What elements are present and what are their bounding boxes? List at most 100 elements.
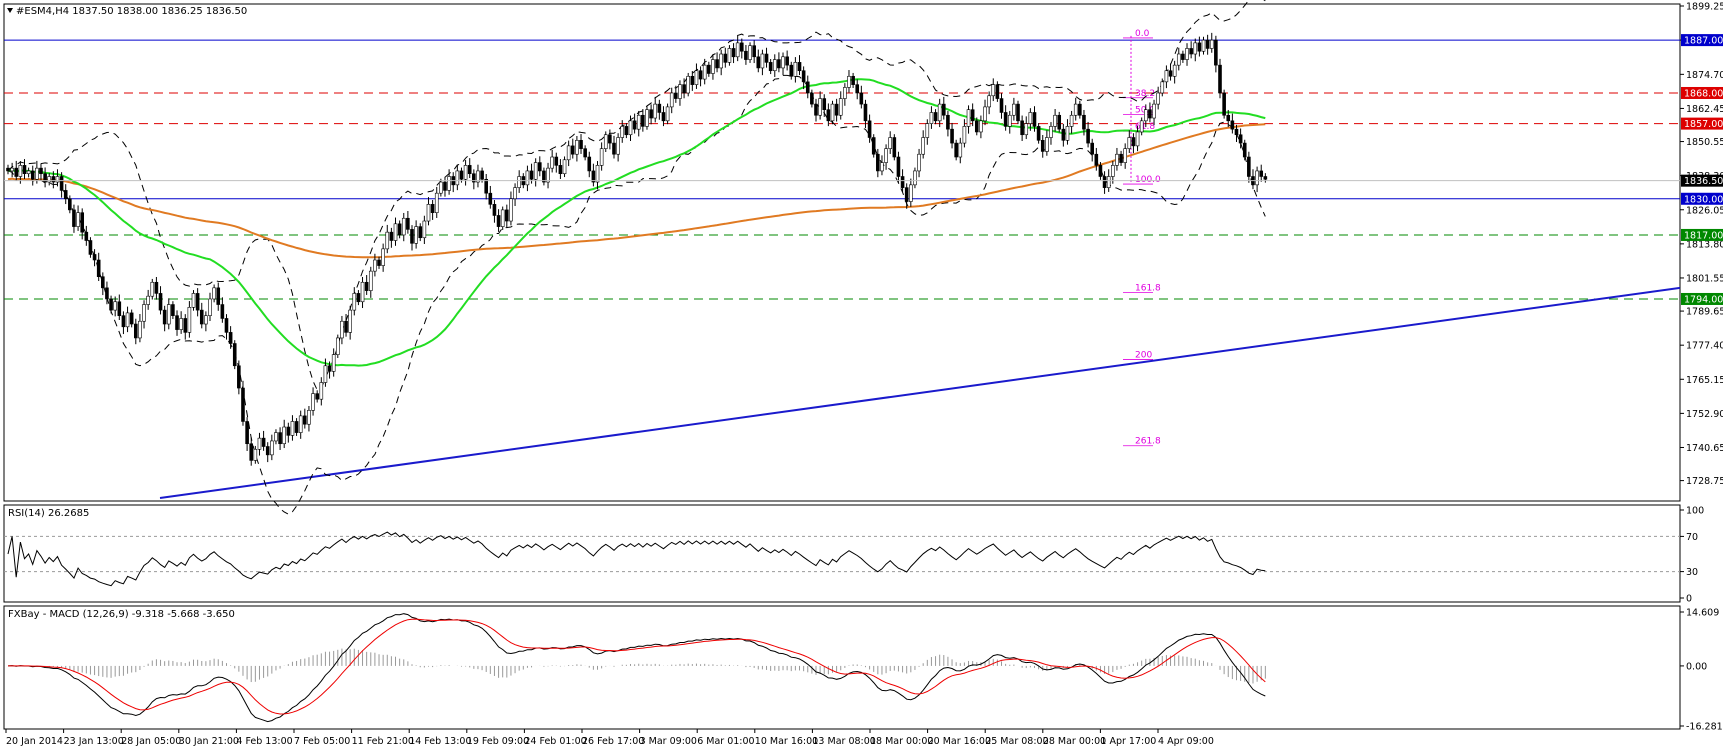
candle-body [496, 215, 501, 227]
candle-body [1119, 153, 1123, 163]
candle-body [125, 312, 130, 328]
candle-body [529, 170, 534, 180]
macd-line [7, 613, 1266, 723]
candle-body [892, 137, 897, 158]
candle-body [867, 120, 872, 138]
candle-body [406, 217, 410, 230]
candle-body [707, 64, 711, 74]
candle-body [443, 181, 447, 191]
candle-body [657, 103, 662, 113]
signal-line [8, 618, 1266, 715]
candle-body [55, 176, 60, 183]
candle-body [781, 56, 785, 69]
candle-body [397, 223, 402, 236]
candle-body [228, 332, 233, 344]
candle-body [10, 167, 14, 172]
candle-body [1205, 39, 1210, 49]
symbol-dropdown-icon[interactable] [7, 8, 13, 13]
candle-body [1156, 92, 1160, 105]
candle-body [175, 315, 179, 330]
rsi-panel-title: RSI(14) 26.2685 [8, 508, 89, 519]
candle-body [414, 226, 418, 244]
candle-body [995, 84, 1000, 99]
candle-body [987, 95, 991, 108]
candle-body [810, 92, 814, 105]
candle-body [129, 312, 134, 325]
macd-panel-frame[interactable] [3, 605, 1681, 730]
candle-body [59, 176, 64, 191]
price-panel-frame[interactable] [3, 3, 1681, 502]
candle-body [896, 156, 901, 177]
candle-body [1152, 103, 1156, 119]
candle-body [904, 187, 909, 202]
candle-body [674, 92, 678, 99]
candle-body [393, 223, 398, 241]
candle-body [331, 354, 336, 372]
candle-body [608, 134, 612, 144]
candle-body [1094, 153, 1099, 166]
candle-body [1160, 81, 1165, 94]
candle-body [274, 432, 278, 442]
candle-body [63, 190, 68, 200]
candle-body [356, 293, 361, 303]
candle-body [6, 167, 10, 172]
candle-body [344, 320, 348, 333]
candle-body [537, 162, 542, 172]
candle-body [991, 84, 996, 97]
candle-body [282, 426, 287, 445]
candle-body [303, 415, 307, 425]
candle-body [599, 148, 604, 166]
candle-body [1131, 137, 1136, 147]
candle-body [525, 170, 530, 186]
candle-body [595, 165, 600, 183]
fib-label: 100.0 [1135, 175, 1161, 185]
candle-body [360, 281, 365, 303]
candle-body [739, 42, 744, 52]
candle-body [937, 103, 942, 122]
time-tick-label: 20 Jan 2014 [6, 736, 63, 747]
candle-body [748, 45, 752, 60]
candle-body [925, 123, 930, 138]
candle-body [735, 42, 740, 58]
candle-body [785, 56, 789, 66]
level-badge-label: 1868.00 [1684, 88, 1723, 99]
candle-body [389, 231, 394, 241]
candle-body [319, 382, 324, 400]
candle-body [158, 293, 163, 311]
candle-body [340, 320, 344, 339]
time-tick-label: 11 Feb 21:00 [352, 736, 414, 747]
candle-body [558, 165, 563, 175]
candle-body [834, 103, 839, 116]
candle-body [1003, 112, 1008, 127]
rsi-panel-frame[interactable] [3, 504, 1681, 603]
candle-body [212, 287, 216, 300]
candle-body [204, 315, 208, 325]
candle-body [1024, 123, 1029, 136]
candle-body [253, 448, 258, 461]
candle-body [542, 170, 546, 183]
macd-panel-title: FXBay - MACD (12,26,9) -9.318 -5.668 -3.… [8, 609, 235, 620]
candle-body [410, 229, 414, 244]
candle-body [1053, 114, 1057, 127]
fast-moving-average [7, 78, 1266, 367]
candle-body [364, 281, 369, 291]
candle-body [628, 120, 633, 136]
candle-body [645, 109, 649, 127]
fib-label: 61.8 [1135, 122, 1155, 132]
candle-body [488, 192, 493, 205]
candle-body [838, 98, 843, 116]
candle-body [1012, 103, 1016, 116]
price-tick-label: 1899.25 [1686, 2, 1723, 13]
candle-body [183, 318, 188, 333]
macd-axis: 14.609 0.00 -16.281 [1680, 608, 1723, 733]
candle-body [133, 323, 138, 339]
price-tick-label: 1801.55 [1686, 273, 1723, 284]
candle-body [1007, 114, 1012, 127]
candle-body [1106, 176, 1111, 188]
candle-body [68, 198, 72, 211]
candle-body [195, 293, 200, 311]
candle-body [237, 365, 241, 389]
horizontal-levels: 1887.00 1868.00 1857.00 1830.00 1817.00 1794.… [4, 34, 1723, 305]
